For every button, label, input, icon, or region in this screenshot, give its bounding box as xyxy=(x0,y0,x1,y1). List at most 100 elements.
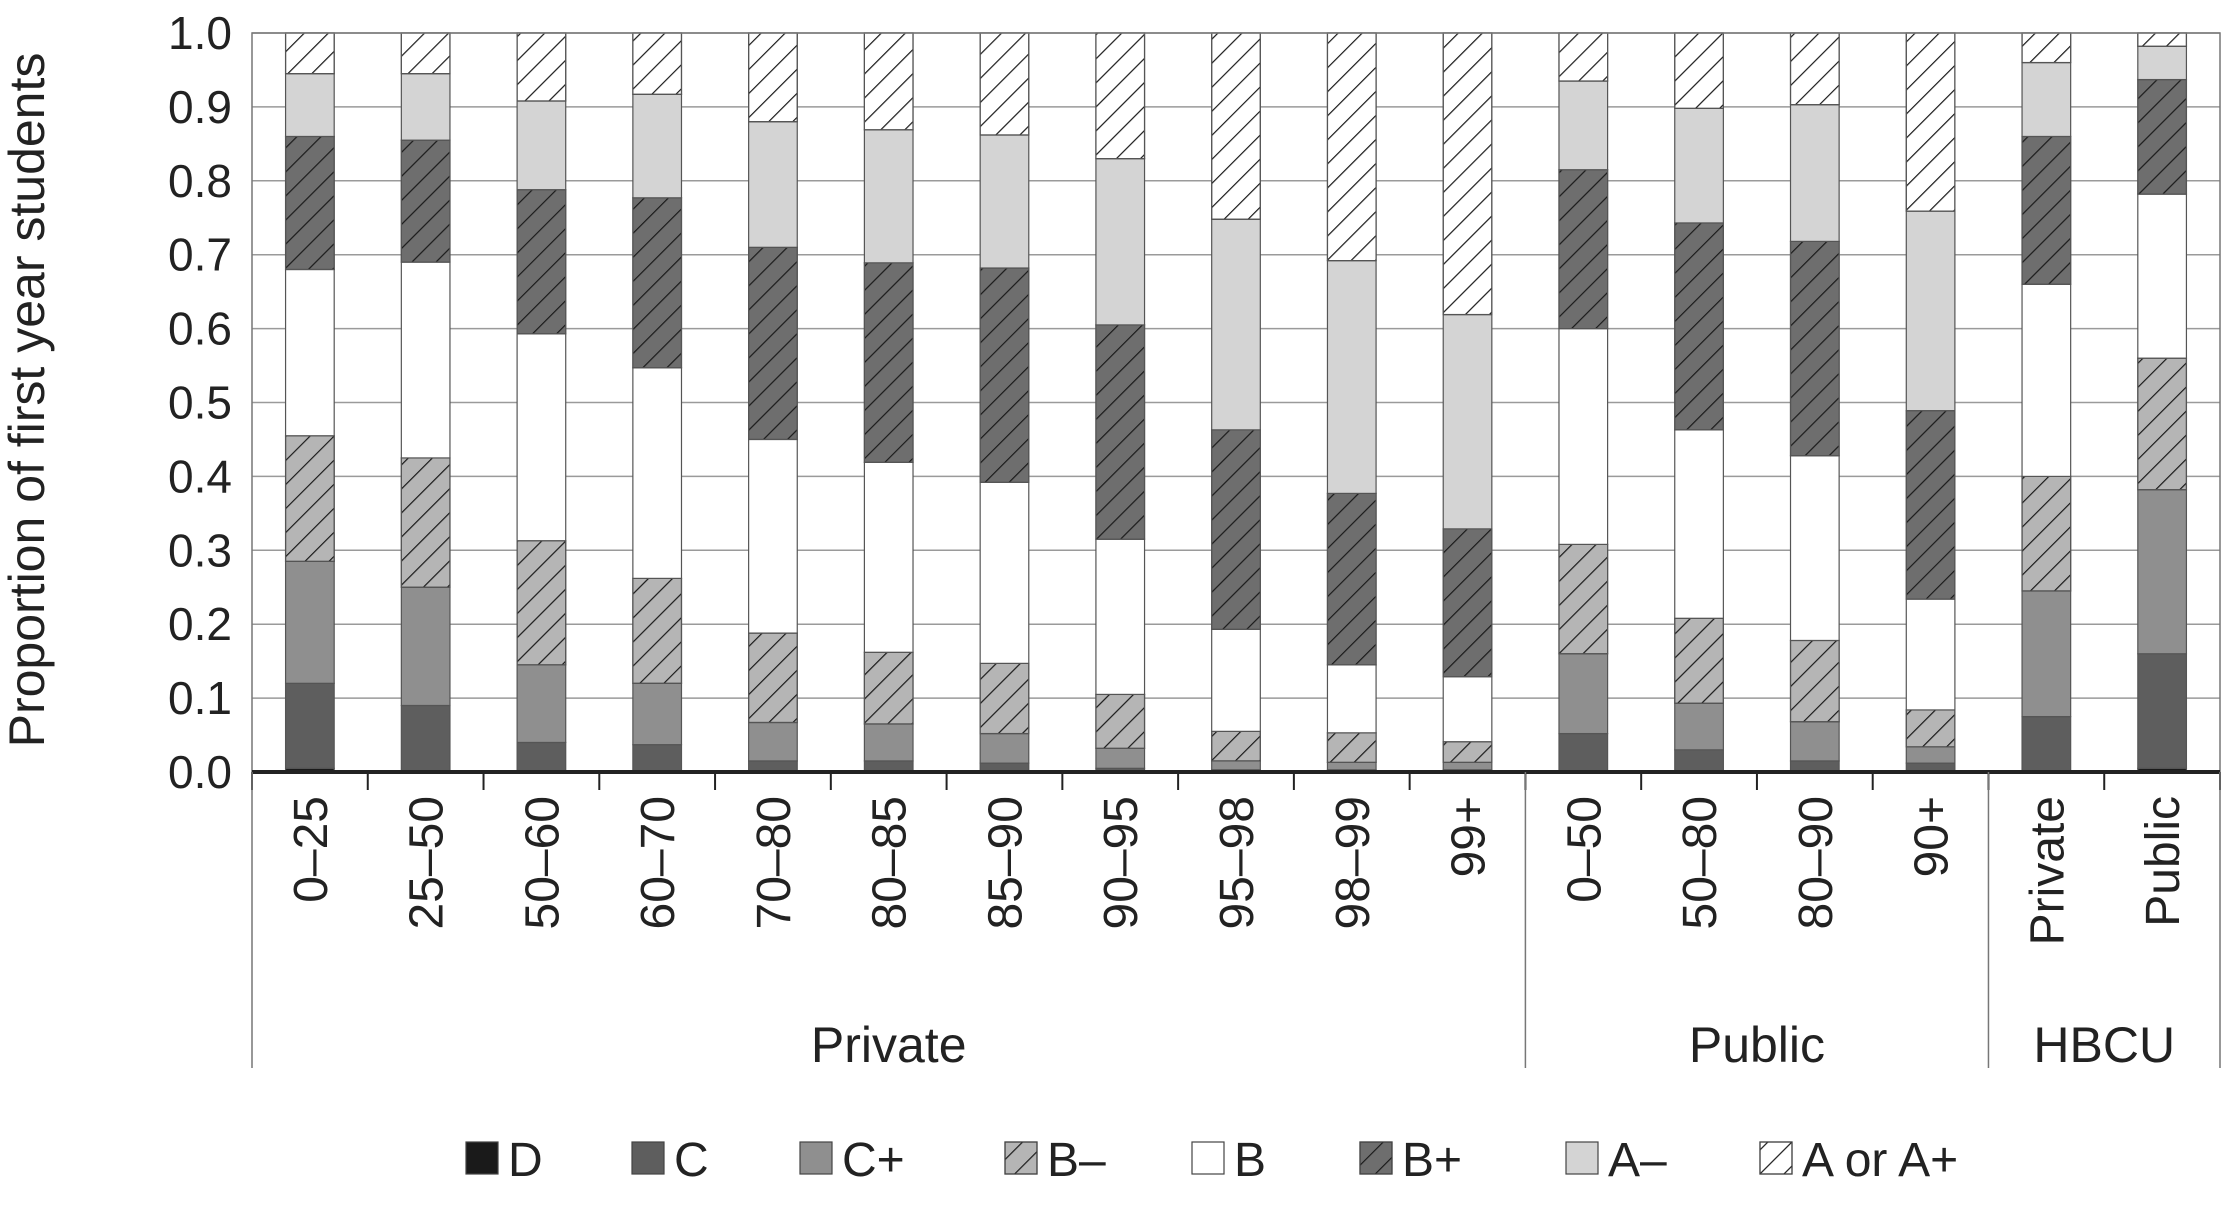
bar-segment-hatch-b xyxy=(516,189,567,335)
bar-segment-c xyxy=(2137,653,2188,769)
bar-segment-hatch-b xyxy=(979,662,1030,735)
bar-segment-hatch-b xyxy=(2137,78,2188,195)
bar-segment-hatch-b xyxy=(284,435,335,562)
bar-segment-a xyxy=(1905,210,1956,412)
legend-swatch-hatch-b xyxy=(1359,1141,1393,1175)
bar-segment-hatch-a-or-a xyxy=(1558,32,1609,82)
bar-segment-hatch-b xyxy=(863,262,914,463)
bar-segment-hatch-b xyxy=(1674,222,1724,431)
bar-segment-c xyxy=(1674,702,1724,751)
x-tick-label: 25–50 xyxy=(401,796,454,929)
bar-segment-hatch-a-or-a xyxy=(284,32,335,75)
bar-segment-c xyxy=(1211,760,1261,771)
x-tick-labels: 0–25 25–50 50–60 60–70 70–80 80–85 85–90 90–95 9… xyxy=(285,796,2190,945)
bar-segment-b xyxy=(1558,328,1609,545)
bar-segment-hatch-a-or-a xyxy=(516,32,567,102)
bar-segment-hatch-b xyxy=(1789,240,1840,457)
bar-segment-hatch-a-or-a xyxy=(1211,32,1261,220)
legend-swatch-c xyxy=(799,1141,833,1175)
bar-segment-c xyxy=(1558,653,1609,735)
legend-label-c: C+ xyxy=(842,1134,905,1187)
group-label-public: Public xyxy=(1689,1017,1825,1073)
bar-segment-b xyxy=(1789,455,1840,642)
bar-segment-hatch-b xyxy=(1558,543,1609,655)
bar-segment-a xyxy=(400,73,451,141)
y-tick-label: 0.2 xyxy=(168,598,232,650)
bar-segment-hatch-b xyxy=(516,540,567,666)
bar-segment-a xyxy=(516,100,567,191)
bar-segment-hatch-a-or-a xyxy=(2137,32,2188,47)
bar-segment-a xyxy=(2021,61,2072,138)
legend-label-c: C xyxy=(674,1134,709,1187)
legend-label-b: B xyxy=(1234,1134,1266,1187)
y-tick-label: 0.4 xyxy=(168,450,232,502)
bar-segment-c xyxy=(863,723,914,762)
x-tick-label: 60–70 xyxy=(632,796,685,929)
group-label-hbcu: HBCU xyxy=(2033,1017,2175,1073)
bar-segment-a xyxy=(2137,45,2188,81)
bar-segment-b xyxy=(1211,628,1261,732)
y-tick-labels: 0.0 0.1 0.2 0.3 0.4 0.5 0.6 0.7 0.8 0.9 1.0 xyxy=(168,7,232,798)
bar-segment-hatch-b xyxy=(284,135,335,271)
y-tick-label: 1.0 xyxy=(168,7,232,59)
x-tick-label: 50–80 xyxy=(1674,796,1727,929)
bar-segment-hatch-b xyxy=(748,632,798,724)
x-tick-label: 90–95 xyxy=(1095,796,1148,929)
bar-segment-a xyxy=(979,134,1030,269)
bar-segment-hatch-b xyxy=(1558,169,1609,330)
bar-segment-c xyxy=(284,560,335,684)
bar-segment-hatch-b xyxy=(863,651,914,725)
bar-segment-hatch-a-or-a xyxy=(400,32,451,75)
bar-segment-b xyxy=(400,261,451,459)
bar-segment-c xyxy=(400,704,451,773)
legend-swatch-a xyxy=(1565,1141,1599,1175)
bar-segment-hatch-b xyxy=(1211,429,1261,630)
legend-label-b: B– xyxy=(1047,1134,1106,1187)
bar-segment-a xyxy=(1326,260,1377,494)
bar-segment-hatch-a-or-a xyxy=(979,32,1030,136)
bar-segment-hatch-b xyxy=(1905,709,1956,748)
bar-segment-a xyxy=(863,129,914,264)
legend-swatch-hatch-a-or-a xyxy=(1759,1141,1793,1175)
x-tick-label: 85–90 xyxy=(979,796,1032,929)
legend-label-b: B+ xyxy=(1402,1134,1462,1187)
bar-segment-hatch-b xyxy=(400,139,451,263)
y-tick-label: 0.7 xyxy=(168,229,232,281)
bar-segment-c xyxy=(632,744,683,773)
legend-label-a-or-a: A or A+ xyxy=(1802,1134,1958,1187)
bar-segment-c xyxy=(748,721,798,762)
bar-segment-hatch-b xyxy=(1905,410,1956,600)
bar-segment-hatch-a-or-a xyxy=(1789,32,1840,106)
bar-segment-c xyxy=(516,741,567,773)
bar-segment-c xyxy=(284,682,335,769)
bar-segment-c xyxy=(1905,746,1956,764)
bar-segment-hatch-b xyxy=(748,246,798,441)
x-tick-label: Public xyxy=(2137,796,2190,927)
bar-segment-b xyxy=(1095,538,1146,696)
bar-segment-c xyxy=(2137,489,2188,655)
bar-segment-hatch-b xyxy=(979,267,1030,483)
bar-segment-b xyxy=(1905,598,1956,711)
bar-segment-c xyxy=(1789,721,1840,762)
bar-segment-hatch-a-or-a xyxy=(1674,32,1724,109)
bar-segment-hatch-b xyxy=(2021,135,2072,285)
bar-segment-b xyxy=(284,268,335,437)
bar-segment-c xyxy=(979,732,1030,764)
bar-segment-hatch-a-or-a xyxy=(1442,32,1493,316)
legend: D C C+ B– B B+ A– A or A+ xyxy=(465,1134,1958,1187)
y-tick-label: 0.3 xyxy=(168,524,232,576)
x-tick-label: 50–60 xyxy=(516,796,569,929)
bar-segment-a xyxy=(284,73,335,138)
bar-segment-b xyxy=(863,461,914,653)
bar-segment-b xyxy=(2137,193,2188,359)
legend-swatch-b xyxy=(1191,1141,1225,1175)
bar-segment-hatch-b xyxy=(1442,741,1493,763)
legend-label-d: D xyxy=(508,1134,543,1187)
bar-segment-hatch-b xyxy=(1095,324,1146,540)
bar-segment-b xyxy=(1674,429,1724,619)
bar-segment-hatch-b xyxy=(1326,492,1377,666)
bar-segment-hatch-a-or-a xyxy=(1095,32,1146,160)
x-tick-label: 80–90 xyxy=(1790,796,1843,929)
x-tick-label: 95–98 xyxy=(1211,796,1264,929)
legend-label-a: A– xyxy=(1608,1134,1667,1187)
